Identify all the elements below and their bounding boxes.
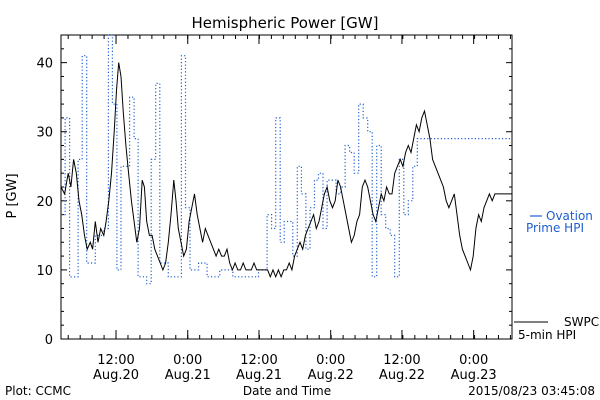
series-layer xyxy=(60,34,512,285)
x-tick-time: 0:00 xyxy=(173,353,202,368)
legend-ovation-line1: Ovation xyxy=(546,209,593,223)
x-axis-label: Date and Time xyxy=(243,384,331,398)
y-tick-label: 0 xyxy=(45,333,53,348)
plot-frame xyxy=(60,34,513,340)
series-ovation-prime-hpi xyxy=(61,34,512,285)
x-axis-ticks: 12:00Aug.200:00Aug.2112:00Aug.210:00Aug.… xyxy=(67,35,511,383)
x-tick-date: Aug.23 xyxy=(451,368,497,383)
legend-swpc-line1: SWPC xyxy=(564,315,599,329)
footer-timestamp: 2015/08/23 03:45:08 xyxy=(468,384,595,398)
x-tick-time: 0:00 xyxy=(316,353,345,368)
x-tick-time: 12:00 xyxy=(383,353,420,368)
chart-title: Hemispheric Power [GW] xyxy=(192,14,379,32)
legend-ovation-line2: Prime HPI xyxy=(526,221,584,235)
x-tick-time: 12:00 xyxy=(240,353,277,368)
x-tick-date: Aug.21 xyxy=(165,368,211,383)
footer-credit: Plot: CCMC xyxy=(5,384,71,398)
y-tick-label: 30 xyxy=(36,126,53,141)
y-tick-label: 40 xyxy=(36,57,53,72)
y-axis-label: P [GW] xyxy=(5,173,20,218)
y-tick-label: 20 xyxy=(36,195,53,210)
x-tick-date: Aug.20 xyxy=(93,368,139,383)
y-axis-ticks: 0 10 20 30 40 xyxy=(36,34,512,348)
x-tick-date: Aug.22 xyxy=(379,368,425,383)
legend-swpc-line2: 5-min HPI xyxy=(518,328,576,342)
x-tick-date: Aug.22 xyxy=(308,368,354,383)
x-tick-time: 12:00 xyxy=(97,353,134,368)
x-tick-date: Aug.21 xyxy=(236,368,282,383)
series-swpc-hpi xyxy=(60,62,512,279)
x-tick-time: 0:00 xyxy=(459,353,488,368)
y-tick-label: 10 xyxy=(36,264,53,279)
